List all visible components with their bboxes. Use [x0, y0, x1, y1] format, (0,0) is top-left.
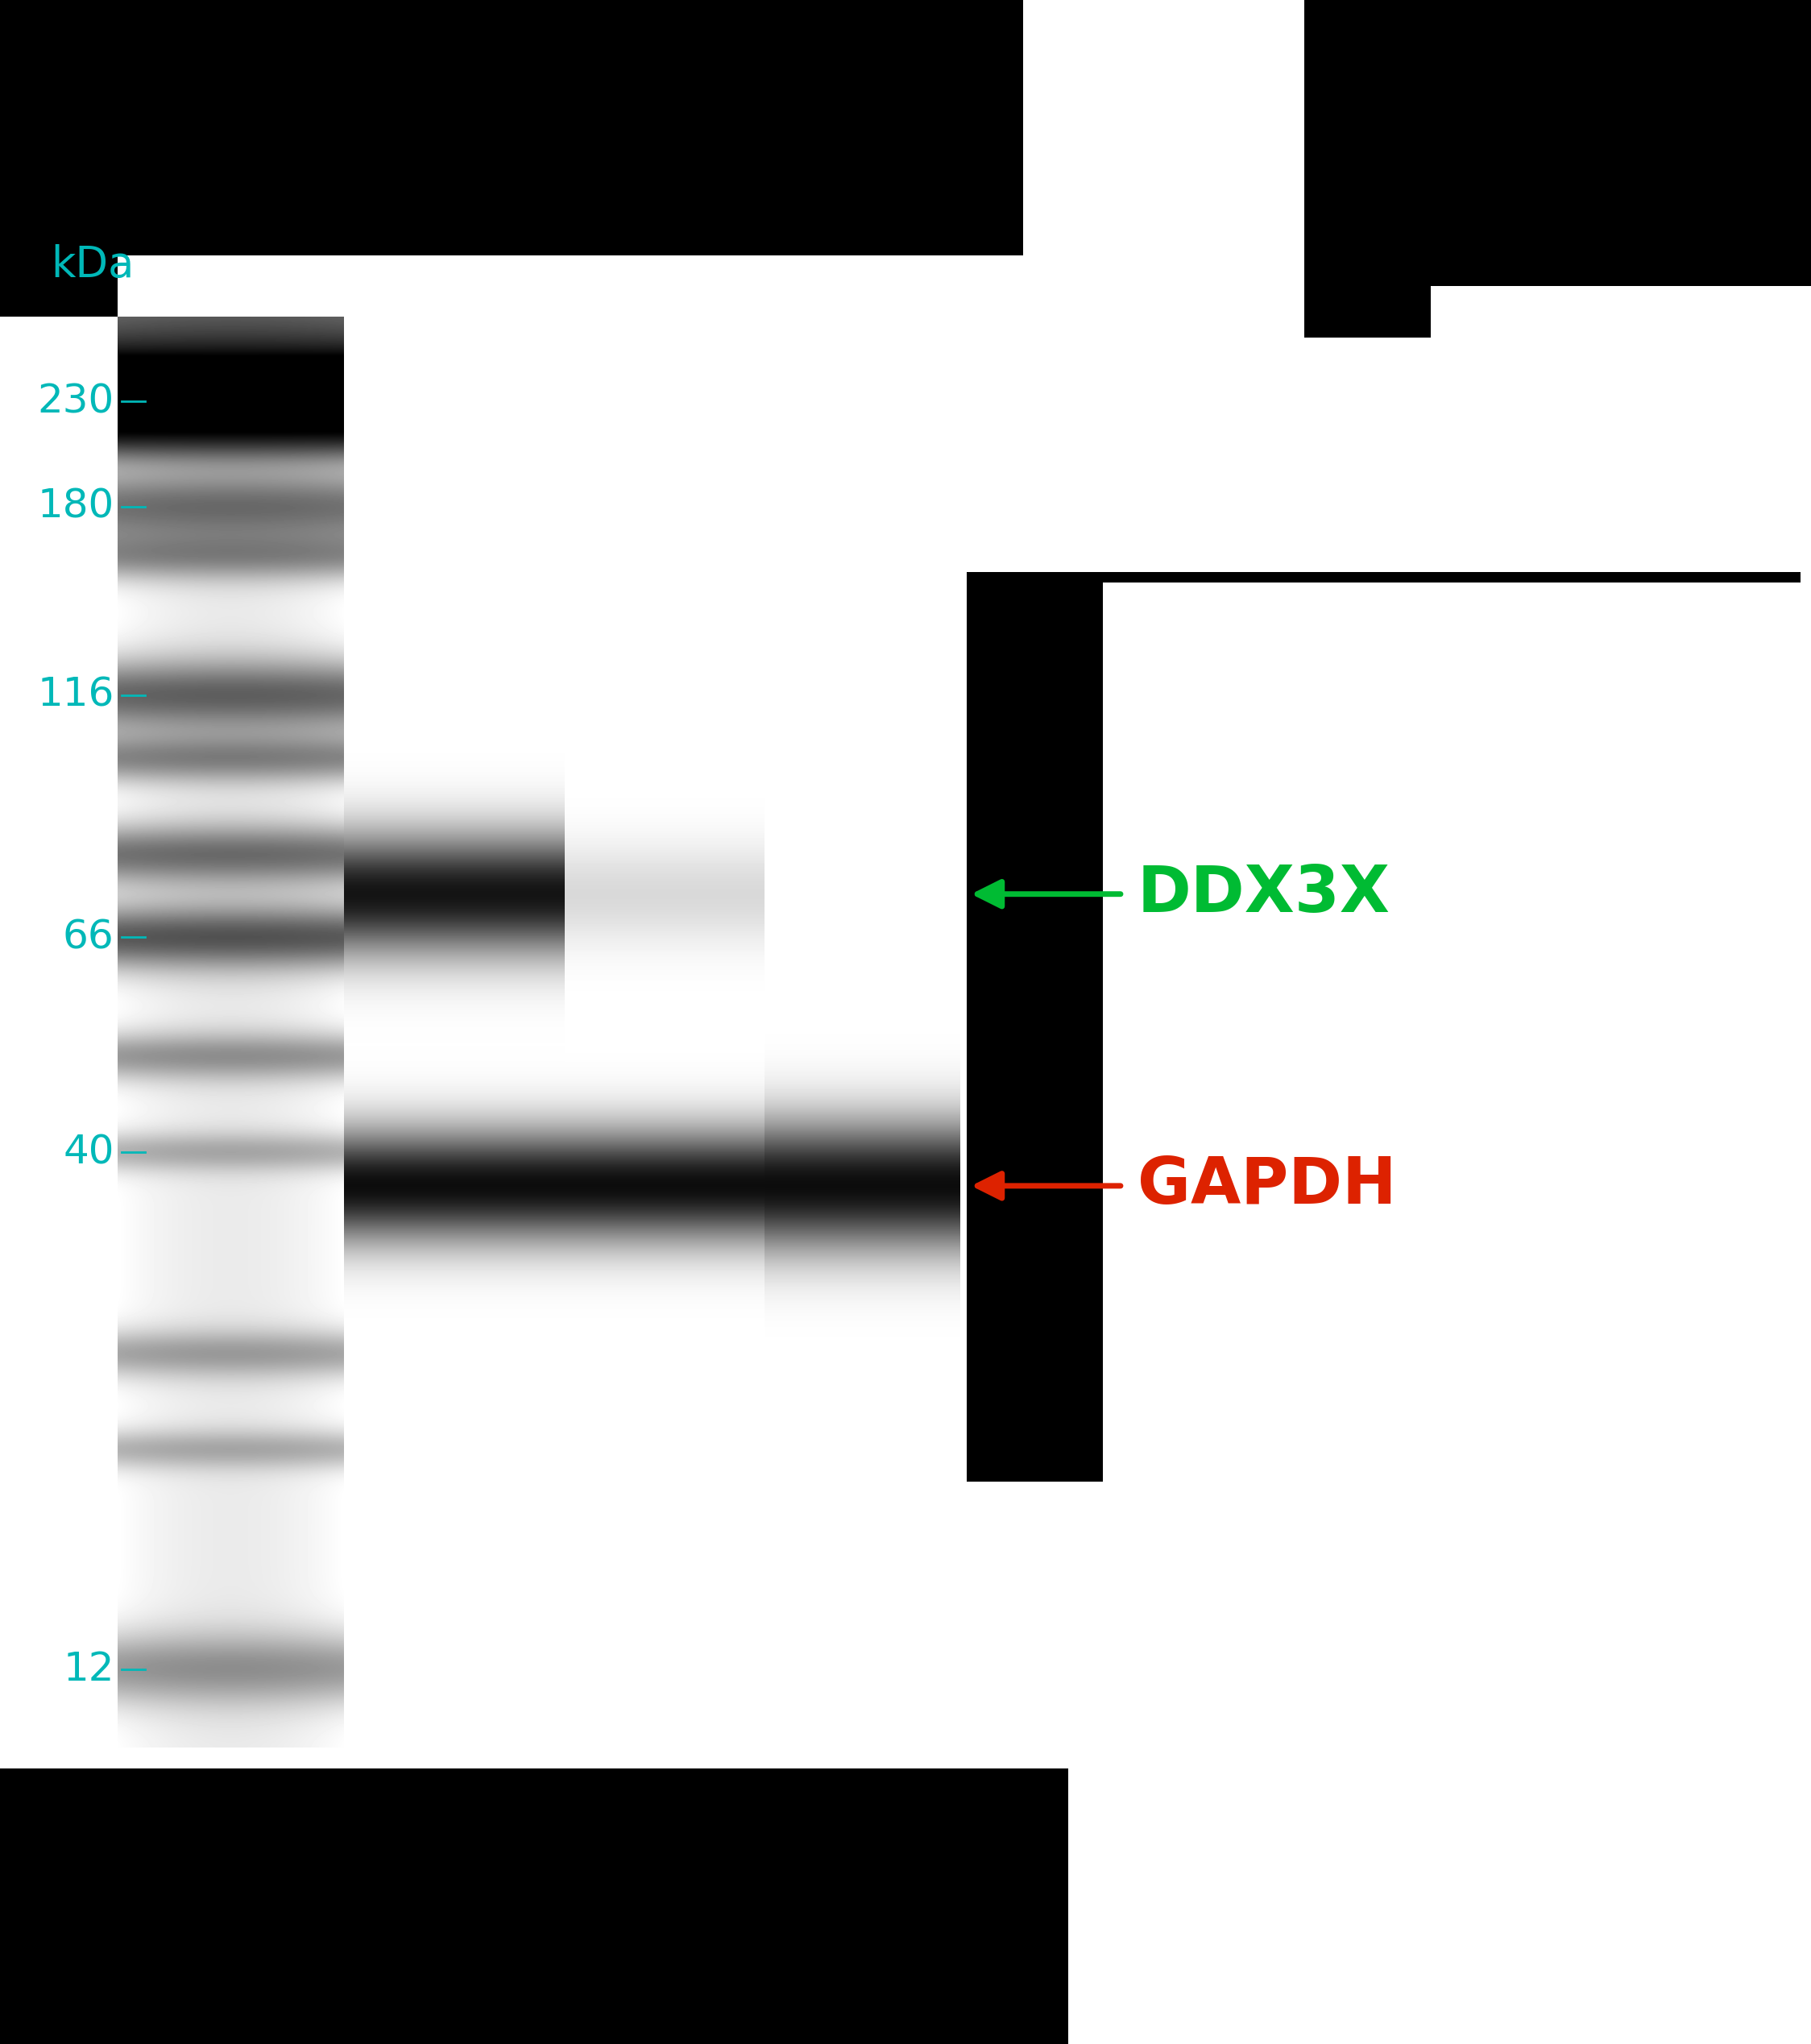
Bar — [967, 572, 1800, 583]
Bar — [967, 572, 1103, 1482]
Text: DDX3X: DDX3X — [1137, 863, 1391, 926]
Bar — [118, 317, 1023, 1748]
Bar — [1304, 0, 1811, 286]
Bar — [118, 0, 1023, 255]
Text: 230: 230 — [38, 382, 114, 421]
Text: 40: 40 — [63, 1132, 114, 1171]
Bar — [1304, 286, 1431, 337]
Text: GAPDH: GAPDH — [1137, 1155, 1396, 1218]
Text: 12: 12 — [63, 1650, 114, 1688]
Bar — [0, 0, 118, 317]
Text: 180: 180 — [38, 486, 114, 525]
Text: kDa: kDa — [51, 245, 134, 286]
Text: 116: 116 — [38, 677, 114, 715]
Text: 66: 66 — [63, 918, 114, 957]
Bar — [0, 1768, 1068, 2044]
